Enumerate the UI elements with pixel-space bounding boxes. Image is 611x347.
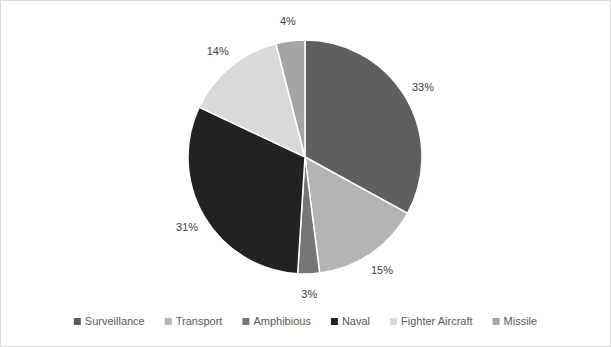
legend-label: Amphibious (253, 315, 311, 327)
chart-svg: 33% 15% 3% 31% 14% 4% Surveillance Transport Amp… (0, 0, 611, 347)
pie-slice (305, 157, 408, 273)
legend-label: Fighter Aircraft (401, 315, 473, 327)
data-label: 4% (280, 15, 296, 27)
legend-swatch (390, 318, 397, 325)
legend-swatch (165, 318, 172, 325)
legend-label: Transport (176, 315, 223, 327)
legend-label: Naval (342, 315, 370, 327)
legend: Surveillance Transport Amphibious Naval Figh… (74, 315, 537, 327)
pie-slice (276, 40, 305, 157)
legend-item: Missile (493, 315, 538, 327)
data-label: 3% (301, 288, 317, 300)
legend-swatch (331, 318, 338, 325)
legend-swatch (74, 318, 81, 325)
legend-item: Naval (331, 315, 370, 327)
legend-swatch (493, 318, 500, 325)
legend-item: Transport (165, 315, 223, 327)
legend-label: Surveillance (85, 315, 145, 327)
data-label: 14% (207, 45, 229, 57)
legend-item: Surveillance (74, 315, 145, 327)
legend-swatch (242, 318, 249, 325)
data-labels: 33% 15% 3% 31% 14% 4% (176, 15, 434, 300)
data-label: 33% (412, 81, 434, 93)
pie-group (188, 40, 422, 274)
legend-item: Fighter Aircraft (390, 315, 473, 327)
legend-item: Amphibious (242, 315, 311, 327)
chart-frame (1, 1, 611, 347)
legend-label: Missile (504, 315, 538, 327)
data-label: 15% (371, 264, 393, 276)
data-label: 31% (176, 221, 198, 233)
